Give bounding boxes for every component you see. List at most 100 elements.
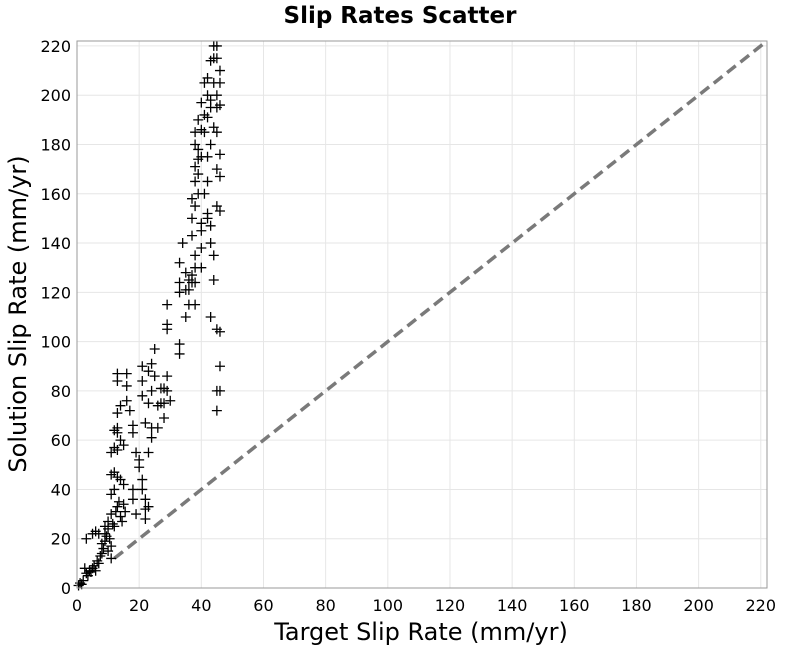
- data-point: [98, 543, 109, 554]
- data-point: [159, 398, 170, 409]
- data-point: [112, 427, 123, 438]
- data-point: [117, 516, 128, 527]
- data-point: [140, 417, 151, 428]
- data-point: [211, 405, 222, 416]
- data-point: [211, 90, 222, 101]
- data-point: [205, 238, 216, 249]
- y-tick-label: 0: [61, 579, 71, 598]
- x-tick-label: 160: [559, 596, 590, 615]
- data-point: [183, 299, 194, 310]
- data-point: [118, 499, 129, 510]
- data-point: [78, 575, 89, 586]
- data-point: [103, 516, 114, 527]
- data-point: [196, 97, 207, 108]
- y-tick-label: 140: [40, 234, 71, 253]
- data-point: [187, 270, 197, 281]
- data-point: [137, 390, 148, 401]
- y-tick-label: 100: [40, 333, 71, 352]
- data-point: [146, 432, 157, 443]
- data-point: [214, 171, 225, 182]
- data-point: [187, 213, 197, 224]
- data-point: [196, 262, 207, 273]
- data-point: [174, 339, 185, 350]
- data-point: [208, 250, 219, 261]
- data-point: [109, 484, 120, 495]
- data-point: [202, 72, 213, 83]
- data-point: [205, 95, 216, 106]
- x-tick-label: 100: [373, 596, 404, 615]
- y-tick-label: 180: [40, 135, 71, 154]
- data-point: [140, 494, 151, 505]
- y-tick-label: 60: [51, 431, 71, 450]
- tick-labels: 0 20 40 60 80 100 120 140 160 180 200 220 0 20 40 60 80 1…: [40, 37, 776, 615]
- data-point: [193, 144, 204, 155]
- data-point: [162, 299, 173, 310]
- data-point: [214, 385, 225, 396]
- data-point: [187, 230, 197, 241]
- data-point: [162, 385, 173, 396]
- x-tick-label: 80: [315, 596, 335, 615]
- data-point: [127, 427, 138, 438]
- plot-frame: [76, 40, 768, 589]
- data-point: [146, 358, 157, 369]
- data-point: [190, 127, 201, 138]
- x-tick-label: 40: [191, 596, 211, 615]
- data-point: [137, 484, 148, 495]
- data-point: [162, 319, 173, 330]
- data-point: [112, 408, 123, 419]
- data-point: [202, 151, 213, 162]
- data-point: [90, 565, 101, 576]
- data-point: [180, 311, 191, 322]
- data-point: [95, 550, 106, 561]
- data-point: [134, 462, 145, 473]
- data-point: [143, 501, 154, 512]
- data-point: [120, 506, 131, 517]
- data-point: [121, 395, 132, 406]
- data-point: [140, 514, 151, 525]
- data-point: [93, 558, 104, 569]
- x-tick-label: 0: [72, 596, 82, 615]
- data-point: [118, 440, 129, 451]
- data-point: [121, 368, 132, 379]
- data-point: [149, 371, 160, 382]
- data-point: [137, 361, 148, 372]
- data-point: [127, 494, 138, 505]
- data-point: [202, 176, 213, 187]
- data-point: [96, 548, 107, 559]
- data-point: [214, 326, 225, 337]
- x-axis-label: Target Slip Rate (mm/yr): [273, 618, 568, 646]
- data-point: [174, 257, 185, 268]
- data-point: [214, 100, 225, 111]
- data-point: [177, 238, 188, 249]
- y-tick-label: 220: [40, 37, 71, 56]
- y-tick-label: 20: [51, 530, 71, 549]
- y-tick-label: 120: [40, 283, 71, 302]
- data-point: [104, 533, 115, 544]
- data-point: [193, 114, 204, 125]
- data-point: [112, 501, 123, 512]
- data-point: [143, 398, 154, 409]
- x-tick-label: 120: [435, 596, 466, 615]
- data-point: [143, 447, 154, 458]
- data-point: [112, 368, 123, 379]
- data-point: [214, 149, 225, 160]
- data-point: [131, 509, 142, 520]
- data-point: [113, 496, 124, 507]
- data-point: [93, 528, 104, 539]
- data-point: [165, 395, 176, 406]
- data-point: [202, 112, 213, 123]
- data-point: [115, 400, 126, 411]
- data-point: [205, 311, 216, 322]
- data-point: [183, 284, 194, 295]
- data-point: [187, 193, 197, 204]
- data-point: [214, 65, 225, 76]
- data-point: [202, 213, 213, 224]
- data-point: [152, 422, 163, 433]
- data-points: [73, 40, 225, 591]
- data-point: [127, 484, 138, 495]
- y-tick-label: 80: [51, 382, 71, 401]
- data-point: [199, 188, 210, 199]
- chart-title: Slip Rates Scatter: [284, 3, 518, 29]
- data-point: [110, 506, 121, 517]
